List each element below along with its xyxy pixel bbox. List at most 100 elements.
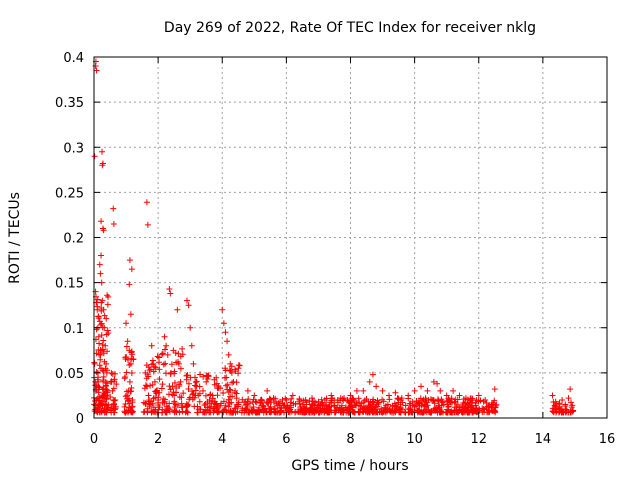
data-point bbox=[450, 387, 457, 394]
data-point bbox=[456, 392, 463, 399]
data-point bbox=[163, 342, 170, 349]
data-point bbox=[127, 311, 134, 318]
data-point bbox=[130, 356, 137, 363]
y-tick-label: 0.25 bbox=[55, 186, 84, 201]
data-point bbox=[267, 403, 274, 410]
data-point bbox=[167, 369, 174, 376]
data-point bbox=[222, 329, 229, 336]
data-point bbox=[288, 395, 295, 402]
grid-lines bbox=[94, 57, 607, 418]
data-point bbox=[123, 320, 130, 327]
data-point bbox=[95, 389, 102, 396]
data-point bbox=[331, 403, 338, 410]
data-point bbox=[451, 409, 458, 416]
data-point bbox=[174, 306, 181, 313]
data-point bbox=[469, 396, 476, 403]
data-point bbox=[372, 408, 379, 415]
data-point bbox=[315, 398, 322, 405]
data-point bbox=[411, 387, 418, 394]
data-point bbox=[477, 397, 484, 404]
data-point bbox=[479, 409, 486, 416]
axis-ticks: 0 2 4 6 8 10 12 14 16 0 0.05 0.1 0.15 0.2 0.25 0.3 0.35 0… bbox=[55, 51, 615, 447]
data-point bbox=[151, 363, 158, 370]
data-point bbox=[94, 404, 101, 411]
y-tick-label: 0.1 bbox=[63, 322, 84, 337]
data-point bbox=[111, 378, 118, 385]
data-point bbox=[103, 402, 110, 409]
data-points bbox=[91, 58, 577, 416]
data-point bbox=[491, 386, 498, 393]
data-point bbox=[108, 378, 115, 385]
data-point bbox=[194, 409, 201, 416]
data-point bbox=[375, 399, 382, 406]
x-tick-label: 14 bbox=[535, 432, 552, 447]
data-point bbox=[321, 396, 328, 403]
data-point bbox=[348, 398, 355, 405]
data-point bbox=[552, 398, 559, 405]
data-point bbox=[569, 408, 576, 415]
data-point bbox=[104, 327, 111, 334]
data-point bbox=[148, 342, 155, 349]
data-point bbox=[314, 403, 321, 410]
data-point bbox=[93, 299, 100, 306]
data-point bbox=[125, 387, 132, 394]
data-point bbox=[199, 409, 206, 416]
data-point bbox=[159, 350, 166, 357]
data-point bbox=[108, 404, 115, 411]
data-point bbox=[391, 400, 398, 407]
data-point bbox=[229, 393, 236, 400]
data-point bbox=[95, 333, 102, 340]
data-point bbox=[175, 360, 182, 367]
data-point bbox=[486, 409, 493, 416]
data-point bbox=[225, 403, 232, 410]
data-point bbox=[105, 293, 112, 300]
data-point bbox=[286, 409, 293, 416]
data-point bbox=[219, 306, 226, 313]
data-point bbox=[348, 404, 355, 411]
data-point bbox=[409, 402, 416, 409]
data-point bbox=[155, 354, 162, 361]
data-point bbox=[395, 396, 402, 403]
data-point bbox=[177, 365, 184, 372]
data-point bbox=[98, 218, 105, 225]
data-point bbox=[407, 406, 414, 413]
data-point bbox=[172, 401, 179, 408]
data-point bbox=[204, 375, 211, 382]
x-tick-label: 0 bbox=[90, 432, 98, 447]
data-point bbox=[369, 409, 376, 416]
data-point bbox=[173, 359, 180, 366]
data-point bbox=[263, 409, 270, 416]
data-point bbox=[305, 407, 312, 414]
data-point bbox=[98, 365, 105, 372]
chart-title: Day 269 of 2022, Rate Of TEC Index for r… bbox=[164, 20, 536, 36]
data-point bbox=[142, 382, 149, 389]
data-point bbox=[195, 392, 202, 399]
data-point bbox=[236, 362, 243, 369]
data-point bbox=[418, 383, 425, 390]
data-point bbox=[104, 348, 111, 355]
x-tick-label: 12 bbox=[470, 432, 487, 447]
data-point bbox=[551, 402, 558, 409]
data-point bbox=[200, 408, 207, 415]
data-point bbox=[265, 400, 272, 407]
data-point bbox=[376, 409, 383, 416]
data-point bbox=[342, 404, 349, 411]
data-point bbox=[110, 396, 117, 403]
data-point bbox=[425, 406, 432, 413]
data-point bbox=[328, 392, 335, 399]
data-point bbox=[103, 369, 110, 376]
data-point bbox=[299, 409, 306, 416]
data-point bbox=[355, 395, 362, 402]
data-point bbox=[472, 402, 479, 409]
data-point bbox=[179, 345, 186, 352]
y-tick-label: 0 bbox=[76, 412, 84, 427]
data-point bbox=[241, 407, 248, 414]
data-point bbox=[283, 396, 290, 403]
data-point bbox=[152, 364, 159, 371]
data-point bbox=[408, 409, 415, 416]
data-point bbox=[191, 374, 198, 381]
data-point bbox=[402, 402, 409, 409]
data-point bbox=[201, 402, 208, 409]
data-point bbox=[251, 392, 258, 399]
